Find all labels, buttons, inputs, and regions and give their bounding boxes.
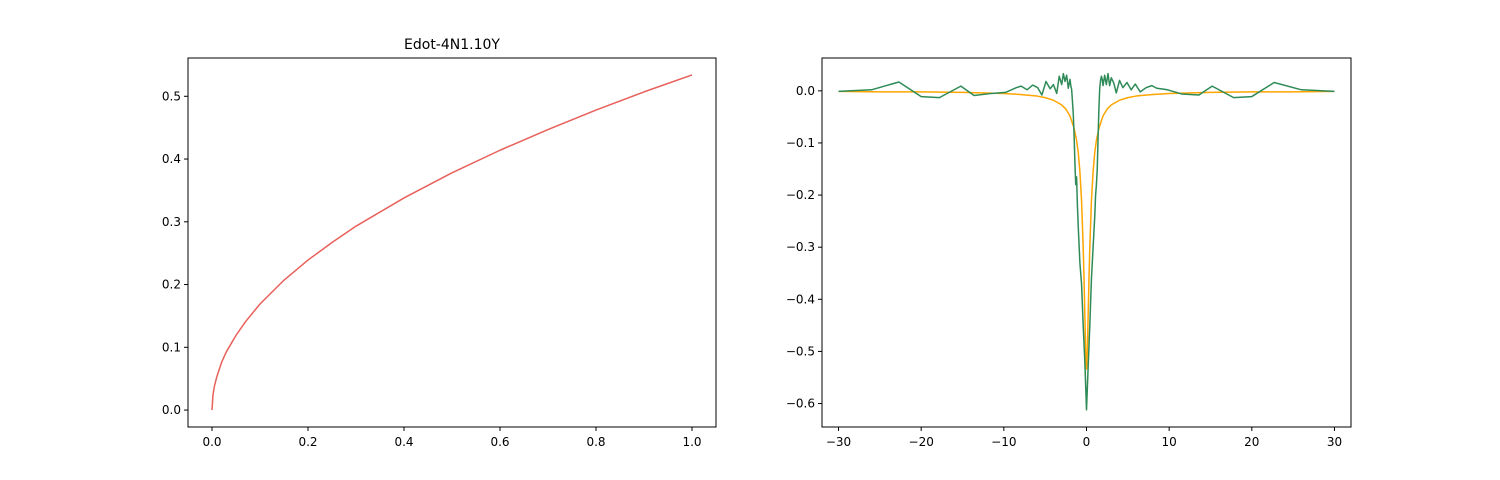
chart-left: 0.0 0.2 0.4 0.6 0.8 1.0 0.0 0.1 0.2 0.3 0.4 0.5 Edot…: [162, 37, 717, 449]
plot-frame: [187, 57, 717, 428]
y-tick-label: −0.3: [786, 240, 815, 254]
y-tick-label: 0.5: [162, 89, 181, 103]
x-tick-label: −30: [826, 435, 851, 449]
y-tick-label: −0.1: [786, 136, 815, 150]
y-tick-label: −0.2: [786, 188, 815, 202]
y-tick-label: 0.1: [162, 340, 181, 354]
y-tick-label: −0.5: [786, 344, 815, 358]
x-tick-label: 0.0: [202, 435, 221, 449]
y-tick-label: 0.3: [162, 215, 181, 229]
series-line-1: [838, 72, 1335, 411]
series-line-0: [211, 74, 693, 411]
y-tick-label: 0.0: [162, 403, 181, 417]
x-tick-label: 0.6: [490, 435, 509, 449]
y-tick-label: 0.2: [162, 278, 181, 292]
x-tick-label: 0.8: [586, 435, 605, 449]
chart-title: Edot-4N1.10Y: [404, 37, 500, 53]
x-tick-label: 20: [1244, 435, 1259, 449]
x-tick-label: 10: [1162, 435, 1177, 449]
x-tick-label: −10: [991, 435, 1016, 449]
y-tick-label: −0.6: [786, 397, 815, 411]
y-tick-label: 0.4: [162, 152, 181, 166]
y-tick-label: −0.4: [786, 292, 815, 306]
chart-right: −30 −20 −10 0 10 20 30 0.0 −0.1 −0.2 −0.3 −0.4 −0.5 −…: [786, 57, 1352, 449]
x-tick-label: 30: [1327, 435, 1342, 449]
x-tick-label: 1.0: [682, 435, 701, 449]
x-tick-label: 0: [1083, 435, 1091, 449]
x-tick-label: 0.4: [394, 435, 413, 449]
series-line-0: [838, 90, 1335, 370]
x-tick-label: −20: [909, 435, 934, 449]
x-tick-label: 0.2: [298, 435, 317, 449]
plot-frame: [821, 57, 1352, 428]
y-tick-label: 0.0: [796, 84, 815, 98]
